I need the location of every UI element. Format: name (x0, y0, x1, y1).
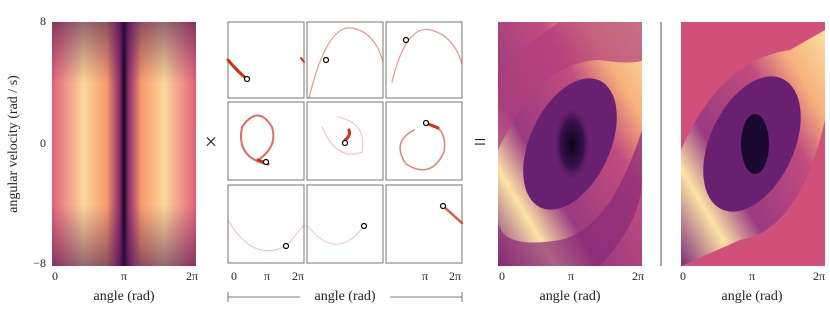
x-tick-label: π (121, 269, 127, 283)
x-tick-label: π (749, 269, 755, 283)
y-tick-label: 8 (40, 14, 46, 28)
x-tick-label: 2π (186, 269, 198, 283)
x-axis-label: angle (rad) (539, 289, 600, 304)
y-tick-label: −8 (33, 256, 46, 270)
x-tick-label: 0 (680, 269, 686, 283)
x-tick-label: 0 (52, 269, 58, 283)
label-bg (300, 288, 390, 306)
operator: × (205, 129, 217, 154)
heatmap (681, 22, 825, 266)
y-axis-label: angular velocity (rad / s) (6, 75, 21, 213)
x-tick-label: π (568, 269, 574, 283)
heatmap (498, 22, 642, 266)
x-tick-label: 2π (292, 269, 304, 283)
x-tick-label: 0 (231, 269, 237, 283)
x-axis-label: angle (rad) (721, 289, 782, 304)
x-tick-label: π (422, 269, 428, 283)
x-axis-label: angle (rad) (314, 289, 375, 304)
x-tick-label: 2π (632, 269, 644, 283)
x-tick-label: π (264, 269, 270, 283)
operator: = (474, 129, 486, 154)
heatmap-shade (52, 22, 196, 266)
y-tick-label: 0 (40, 136, 46, 150)
x-tick-label: 2π (449, 269, 461, 283)
x-tick-label: 2π (813, 269, 825, 283)
trajectory-grid (226, 21, 464, 264)
x-axis-label: angle (rad) (93, 289, 154, 304)
x-tick-label: 0 (499, 269, 505, 283)
